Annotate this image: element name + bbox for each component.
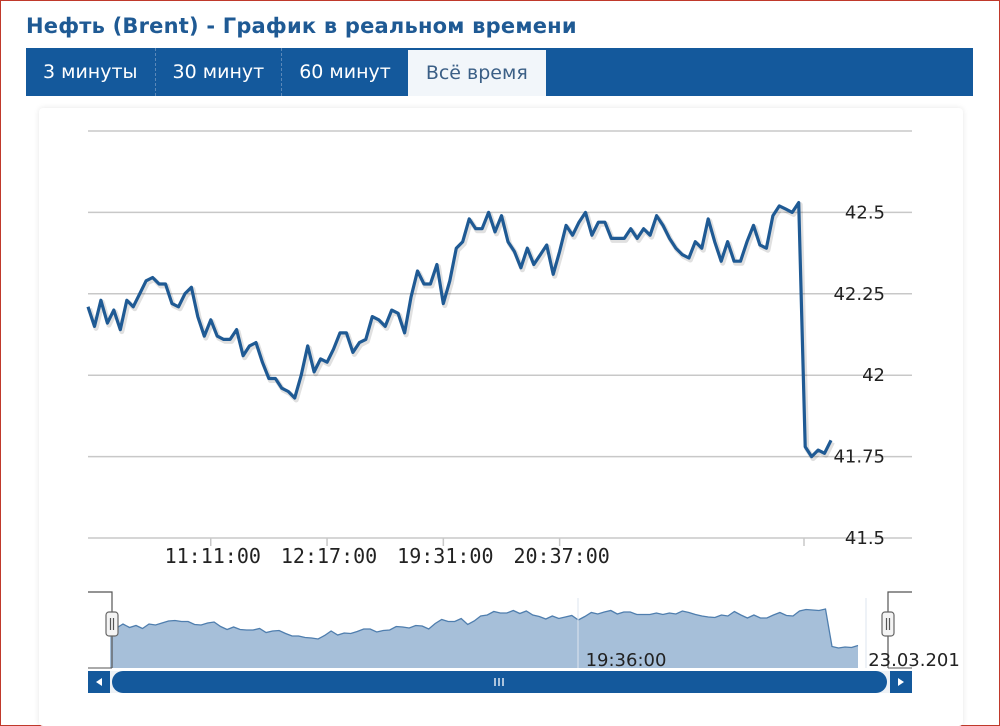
tab-all-time[interactable]: Всё время (407, 50, 546, 96)
navigator-labels: 19:36:00 23.03.201 (88, 591, 960, 671)
y-axis-labels: 42.5 42.25 42 41.75 41.5 (833, 202, 885, 549)
x-tick-label: 12:17:00 (281, 544, 377, 568)
tab-60-minutes[interactable]: 60 минут (299, 61, 391, 83)
navigator-outline-left (88, 591, 113, 668)
navigator-area (110, 609, 858, 668)
tab-3-minutes[interactable]: 3 минуты (26, 48, 156, 96)
scroll-left-button[interactable] (88, 671, 110, 693)
tab-30-minutes[interactable]: 30 минут (156, 48, 283, 96)
range-tabbar: 3 минуты 30 минут 60 минут Всё время (26, 48, 973, 96)
x-tick-label: 20:37:00 (513, 544, 609, 568)
y-tick-label: 41.75 (833, 447, 885, 468)
scrollbar[interactable] (88, 671, 912, 693)
grid-lines (88, 130, 912, 539)
navigator-outline-right (887, 591, 912, 668)
navigator-tick-label: 19:36:00 (586, 650, 667, 671)
arrow-left-icon (96, 678, 102, 686)
series-line (86, 201, 833, 459)
series-layer (86, 201, 835, 462)
y-tick-label: 41.5 (845, 528, 885, 549)
page-title: Нефть (Brent) - График в реальном времен… (26, 14, 577, 38)
y-tick-label: 42.25 (833, 284, 885, 305)
x-tick-label: 11:11:00 (165, 544, 261, 568)
navigator-tick-label: 23.03.201 (868, 650, 960, 671)
x-axis-labels: 11:11:00 12:17:00 19:31:00 20:37:00 (165, 538, 805, 568)
navigator-handles[interactable] (105, 611, 895, 637)
navigator[interactable]: 19:36:00 23.03.201 (88, 591, 960, 671)
price-chart: 42.5 42.25 42 41.75 41.5 11:11:00 12:17:00 19:… (86, 130, 960, 693)
y-tick-label: 42 (862, 365, 885, 386)
scroll-right-button[interactable] (890, 671, 912, 693)
y-tick-label: 42.5 (845, 202, 885, 223)
navigator-line (109, 608, 859, 649)
navigator-handle-right[interactable] (881, 611, 895, 637)
arrow-right-icon (898, 678, 904, 686)
navigator-handle-left[interactable] (105, 611, 119, 637)
scrollbar-thumb[interactable] (112, 671, 887, 693)
x-tick-label: 19:31:00 (397, 544, 493, 568)
chart-panel: 42.5 42.25 42 41.75 41.5 11:11:00 12:17:00 19:… (39, 108, 963, 726)
